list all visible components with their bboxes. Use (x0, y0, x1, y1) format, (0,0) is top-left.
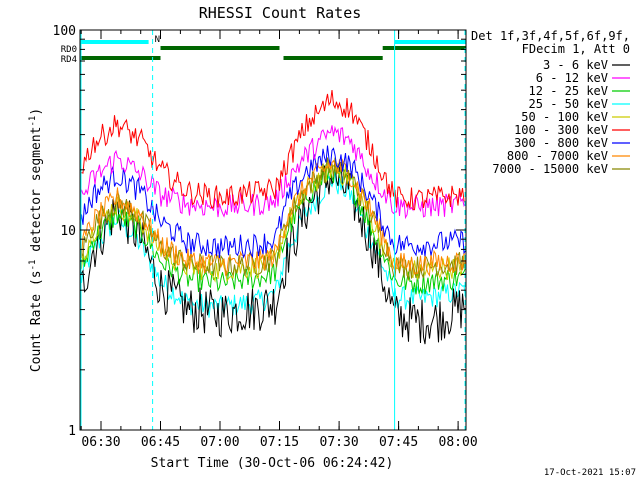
y-axis-label-main: Count Rate (s (29, 270, 44, 372)
legend-entry-label-5: 50 - 100 keV (521, 110, 608, 124)
x-tick-label-06:45: 06:45 (141, 435, 180, 450)
y-axis-label-superscript-1: -1 (28, 260, 38, 271)
legend-entry-label-6: 100 - 300 keV (514, 123, 608, 137)
y-tick-label-100: 100 (53, 24, 76, 39)
flag-bar-1-segment-2 (394, 40, 466, 44)
legend-entry-label-8: 800 - 7000 keV (507, 149, 608, 163)
x-axis-label: Start Time (30-Oct-06 06:24:42) (151, 456, 394, 471)
flag-bar-2-segment-2 (382, 46, 466, 50)
series-line-1 (79, 162, 466, 345)
series-layer (79, 89, 466, 345)
y-axis-label: Count Rate (s-1 detector segment-1) (28, 108, 44, 372)
legend: Det 1f,3f,4f,5f,6f,9f, FDecim 1, Att 0 3… (471, 29, 630, 176)
flag-bar-label-rd4: RD4 (61, 55, 77, 65)
legend-header-line-2: FDecim 1, Att 0 (522, 42, 630, 56)
legend-entry-label-2: 6 - 12 keV (536, 71, 608, 85)
flag-bar-3-segment-2 (283, 56, 383, 60)
legend-entry-label-7: 300 - 800 keV (514, 136, 608, 150)
x-tick-label-07:00: 07:00 (200, 435, 239, 450)
y-axis-label-middle: detector segment (29, 127, 44, 260)
x-tick-label-07:15: 07:15 (260, 435, 299, 450)
series-line-7 (79, 145, 466, 259)
legend-entry-label-1: 3 - 6 keV (543, 58, 608, 72)
y-tick-label-10: 10 (60, 224, 76, 239)
axis-layer: 1 10 100 06:30 06:45 07:00 07:15 07:30 07:45 08:0… (53, 24, 478, 450)
legend-entry-label-9: 7000 - 15000 keV (492, 162, 608, 176)
x-tick-label-08:00: 08:00 (439, 435, 478, 450)
flag-bar-1-segment-1 (80, 40, 149, 44)
series-line-3 (79, 161, 466, 295)
y-axis-label-superscript-2: -1 (28, 116, 38, 127)
series-line-4 (79, 171, 466, 318)
y-tick-label-1: 1 (68, 424, 76, 439)
flag-bar-2-segment-1 (160, 46, 280, 50)
flag-bar-3-segment-1 (80, 56, 161, 60)
x-tick-label-07:30: 07:30 (320, 435, 359, 450)
n-marker-label: N (155, 35, 160, 45)
flag-bar-label-rd0: RD0 (61, 45, 77, 55)
series-line-2 (79, 125, 466, 220)
chart-title: RHESSI Count Rates (199, 4, 362, 22)
legend-header-line-1: Det 1f,3f,4f,5f,6f,9f, (471, 29, 630, 43)
series-line-8 (79, 158, 466, 277)
x-tick-label-06:30: 06:30 (81, 435, 120, 450)
series-line-6 (79, 89, 466, 211)
legend-entry-label-4: 25 - 50 keV (529, 97, 608, 111)
generated-timestamp: 17-Oct-2021 15:07 (544, 468, 636, 478)
x-tick-label-07:45: 07:45 (379, 435, 418, 450)
legend-entry-label-3: 12 - 25 keV (529, 84, 608, 98)
series-line-5 (79, 158, 466, 283)
y-axis-label-end: ) (29, 108, 44, 116)
